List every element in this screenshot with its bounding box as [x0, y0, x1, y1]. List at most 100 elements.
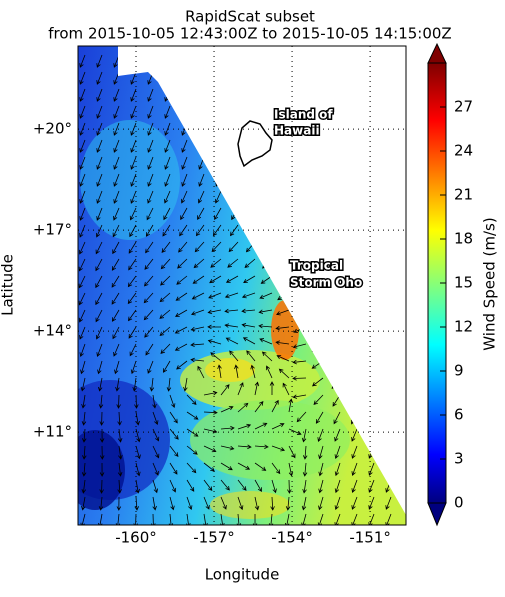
wind-arrow	[152, 462, 159, 476]
wind-arrow	[181, 139, 188, 153]
wind-arrow	[254, 444, 269, 449]
colorbar-tick-label: 12	[454, 318, 473, 336]
wind-arrow	[351, 479, 358, 493]
wind-arrow	[181, 173, 188, 187]
x-axis-label: Longitude	[205, 566, 280, 584]
wind-arrow	[159, 292, 171, 303]
wind-arrow	[385, 360, 392, 374]
wind-arrow	[180, 190, 188, 204]
wind-arrow	[331, 326, 341, 338]
wind-arrow	[169, 496, 175, 511]
wind-arrow	[113, 190, 120, 204]
wind-arrow	[160, 343, 171, 355]
wind-arrow	[194, 241, 205, 253]
wind-arrow	[249, 88, 256, 102]
wind-arrow	[385, 71, 392, 85]
wind-arrow	[302, 479, 307, 494]
wind-arrow	[292, 376, 307, 381]
wind-arrow	[249, 190, 256, 204]
colorbar-tick-label: 6	[454, 406, 464, 424]
wind-arrow	[334, 428, 341, 442]
wind-arrow	[181, 105, 188, 119]
x-tick-label: -151°	[349, 529, 391, 547]
wind-arrow	[144, 258, 154, 270]
y-tick-label: +11°	[33, 423, 72, 441]
wind-arrow	[224, 308, 239, 314]
wind-arrow	[271, 422, 285, 430]
wind-arrow	[95, 224, 103, 238]
wind-arrow	[152, 411, 159, 426]
wind-arrow	[203, 410, 218, 415]
wind-arrow	[266, 71, 273, 85]
wind-arrow	[96, 71, 103, 85]
wind-arrow	[176, 360, 188, 370]
wind-arrow	[237, 423, 252, 430]
y-tick-label: +17°	[33, 221, 72, 239]
wind-arrow	[368, 258, 375, 272]
wind-arrow	[351, 496, 358, 510]
wind-arrow	[312, 326, 324, 336]
wind-arrow	[186, 462, 197, 474]
wind-arrow	[128, 326, 137, 339]
wind-arrow	[79, 88, 86, 102]
wind-arrow	[317, 88, 324, 102]
wind-arrow	[232, 156, 239, 170]
wind-arrow	[266, 173, 273, 187]
wind-arrow	[174, 343, 188, 351]
colorbar-extend	[427, 42, 447, 64]
wind-arrow	[111, 292, 120, 305]
wind-arrow	[334, 190, 341, 204]
wind-arrow	[265, 207, 273, 221]
wind-arrow	[78, 309, 86, 323]
wind-arrow	[164, 105, 171, 119]
wind-arrow	[351, 173, 358, 187]
wind-arrow	[283, 156, 290, 170]
wind-arrow	[275, 325, 290, 331]
wind-arrow	[159, 326, 171, 337]
wind-arrow	[147, 54, 154, 68]
high-wind	[271, 300, 299, 360]
chart-title: RapidScat subset	[185, 8, 315, 26]
wind-arrow	[130, 190, 137, 204]
wind-arrow	[318, 479, 324, 494]
wind-arrow	[227, 258, 239, 268]
wind-arrow	[250, 364, 256, 379]
wind-arrow	[174, 326, 188, 334]
wind-arrow	[127, 275, 137, 288]
wind-arrow	[317, 173, 324, 187]
wind-arrow	[99, 445, 105, 460]
wind-arrow	[249, 71, 256, 85]
wind-arrow	[350, 309, 358, 323]
wind-arrow	[302, 462, 308, 477]
wind-arrow	[261, 351, 273, 362]
wind-arrow	[385, 411, 392, 425]
wind-arrow	[385, 258, 392, 272]
wind-arrow	[266, 105, 273, 119]
island-outline	[237, 120, 273, 168]
wind-arrow	[99, 428, 105, 443]
wind-arrow	[266, 54, 273, 68]
wind-arrow	[351, 428, 358, 442]
wind-arrow	[147, 88, 154, 102]
wind-arrow	[368, 88, 375, 102]
wind-arrow	[212, 224, 222, 237]
wind-arrow	[385, 275, 392, 289]
wind-arrow	[95, 309, 103, 323]
wind-arrow	[197, 190, 205, 204]
wind-arrow	[258, 323, 273, 329]
wind-arrow	[241, 308, 256, 314]
wind-arrow	[96, 105, 103, 119]
wind-arrow	[232, 173, 239, 187]
wind-arrow	[275, 340, 290, 345]
wind-arrow	[351, 156, 358, 170]
wind-arrow	[96, 343, 103, 357]
wind-arrow	[234, 364, 239, 379]
chart-subtitle: from 2015-10-05 12:43:00Z to 2015-10-05 …	[48, 25, 451, 43]
wind-arrow	[164, 71, 171, 85]
wind-arrow	[283, 88, 290, 102]
wind-arrow	[351, 122, 358, 136]
wind-arrow	[349, 326, 358, 339]
wind-arrow	[130, 156, 137, 170]
wind-arrow	[270, 496, 275, 511]
colorbar-tick-label: 0	[454, 494, 464, 512]
